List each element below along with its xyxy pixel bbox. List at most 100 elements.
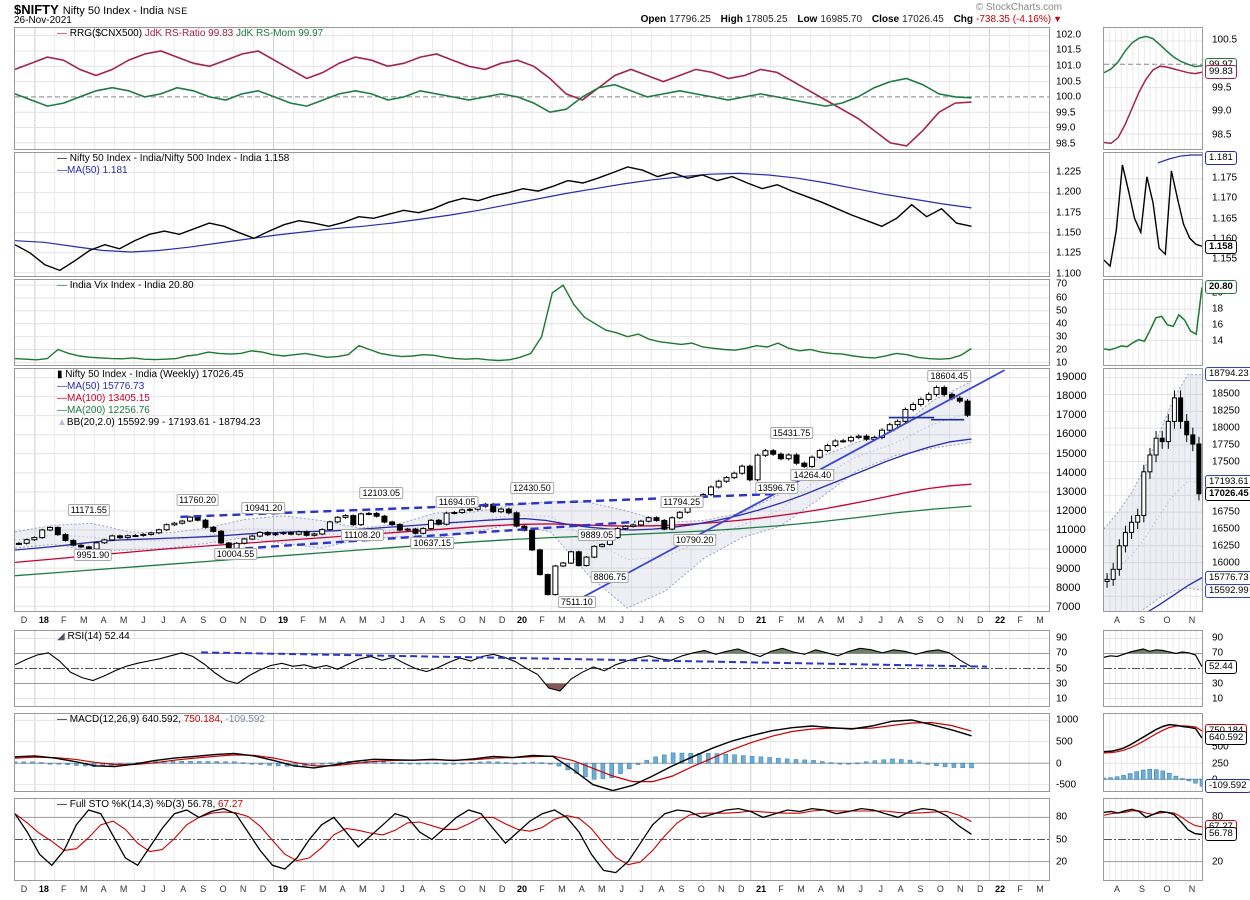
chart-header: $NIFTY Nifty 50 Index - India NSE — [14, 1, 188, 19]
x-axis-label: J — [619, 615, 624, 625]
x-axis-label: D — [737, 615, 745, 625]
panel-ratio-zoom — [1103, 152, 1203, 277]
x-axis-label: S — [917, 615, 924, 625]
axis-label: 50 — [1056, 305, 1068, 317]
open-label: Open — [640, 14, 667, 25]
axis-label: 30 — [1056, 331, 1068, 343]
axis-label: 80 — [1212, 811, 1224, 823]
x-axis-label: N — [239, 615, 247, 625]
x-axis-label: M — [797, 615, 805, 625]
panel-stochastics: — Full STO %K(14,3) %D(3) 56.78, 67.27 — [14, 798, 1050, 881]
x-axis-label: N — [478, 615, 486, 625]
x-axis-label: A — [1113, 884, 1121, 894]
legend-text: 56.78 — [187, 799, 213, 810]
legend-text: — — [57, 393, 67, 404]
x-axis-label: M — [358, 615, 367, 625]
x-axis-label: J — [161, 615, 166, 625]
axis-label: 100.5 — [1056, 76, 1082, 87]
x-axis-label: 18 — [38, 884, 49, 894]
main-zoom-plot — [1104, 369, 1202, 611]
axis-label: 20 — [1056, 344, 1068, 356]
x-axis-label: M — [597, 884, 606, 894]
axis-label: 100.5 — [1212, 34, 1238, 46]
x-axis-label: 22 — [995, 615, 1006, 625]
x-axis-label: O — [219, 615, 227, 625]
zoom-labels-rsi: 90 70 30 10 52.44 — [1205, 630, 1250, 707]
legend-text: 640.592 — [142, 714, 179, 725]
axis-label: 15000 — [1056, 447, 1087, 460]
axis-label: 100.0 — [1056, 91, 1082, 103]
legend-price: ▮ Nifty 50 Index - India (Weekly) 17026.… — [57, 369, 260, 429]
legend-text: 67.27 — [218, 799, 244, 810]
axis-label: 1.125 — [1056, 247, 1082, 259]
x-axis-label: F — [539, 615, 545, 625]
x-axis-label: F — [300, 884, 306, 894]
y-axis-vix: 70 60 50 40 30 20 10 — [1052, 278, 1100, 369]
price-annotation: 11171.55 — [67, 503, 110, 516]
axis-label: 9000 — [1056, 562, 1081, 575]
axis-label: 1.200 — [1056, 186, 1082, 198]
x-axis-label: N — [239, 884, 247, 894]
low-label: Low — [797, 14, 818, 25]
panel-vix-zoom — [1103, 279, 1203, 366]
axis-label: 17500 — [1212, 456, 1240, 467]
x-axis-label: M — [319, 884, 327, 894]
y-axis-rrg: 102.0 101.5 101.0 100.5 100.0 99.5 99.0 98.5 — [1052, 27, 1100, 150]
axis-label: 1.100 — [1056, 268, 1082, 280]
price-annotation: 10941.20 — [241, 501, 286, 514]
price-callout: -109.592 — [1205, 779, 1250, 793]
x-axis-label: D — [737, 884, 745, 894]
price-callout: 56.78 — [1205, 827, 1237, 842]
axis-label: 98.5 — [1212, 129, 1232, 141]
legend-text: MA(200) 12256.76 — [67, 405, 150, 416]
symbol-label: $NIFTY — [14, 2, 59, 17]
x-axis-label: N — [1188, 884, 1196, 894]
axis-label: 13000 — [1056, 485, 1087, 498]
x-axis-label: A — [817, 884, 824, 894]
x-axis-label: M — [79, 615, 88, 625]
close-label: Close — [871, 14, 900, 25]
panel-ratio: — Nifty 50 Index - India/Nifty 500 Index… — [14, 152, 1050, 277]
legend-text: RRG($CNX500) — [69, 28, 145, 39]
axis-label: 30 — [1056, 678, 1068, 690]
x-axis-label: J — [380, 615, 385, 625]
axis-label: 17750 — [1212, 439, 1240, 451]
close-value: 17026.45 — [902, 14, 944, 25]
x-axis-label: A — [658, 884, 665, 894]
price-annotation: 7511.10 — [557, 596, 596, 609]
axis-label: 7000 — [1056, 601, 1081, 614]
x-axis-label: F — [61, 615, 67, 625]
x-axis-label: A — [339, 615, 346, 625]
copyright-text: © StockCharts.com — [975, 2, 1062, 13]
x-axis-label: N — [478, 884, 486, 894]
legend-text: JdK RS-Ratio 99.83 — [144, 28, 236, 39]
x-axis-label: A — [339, 884, 346, 894]
axis-label: 70 — [1056, 647, 1068, 659]
vix-plot — [15, 280, 1049, 365]
low-value: 16985.70 — [820, 14, 863, 25]
price-annotation: 9951.90 — [73, 549, 113, 562]
x-axis-label: J — [878, 884, 883, 894]
rrg-zoom-plot — [1104, 28, 1202, 149]
legend-text: — — [57, 165, 67, 176]
price-annotation: 12103.05 — [359, 486, 404, 499]
price-annotation: 10637.15 — [410, 536, 454, 549]
rrg-plot — [15, 28, 1049, 149]
x-axis-label: S — [200, 884, 207, 894]
axis-label: 70 — [1056, 278, 1068, 290]
x-axis-label: 20 — [516, 884, 528, 894]
x-axis-label: F — [1017, 615, 1023, 625]
legend-text: ▲ — [57, 417, 67, 428]
legend-text: RSI(14) 52.44 — [64, 631, 130, 642]
x-axis-label: O — [458, 884, 466, 894]
axis-label: 1.175 — [1056, 207, 1082, 219]
axis-label: 102.0 — [1056, 29, 1082, 41]
x-axis-label: M — [319, 615, 327, 625]
x-axis-label: A — [180, 615, 187, 625]
axis-label: 99.0 — [1056, 122, 1076, 134]
x-axis-label: M — [79, 884, 88, 894]
y-axis-price: 19000 18000 17000 16000 15000 14000 13000 12000… — [1052, 368, 1100, 614]
panel-price: ▮ Nifty 50 Index - India (Weekly) 17026.… — [14, 368, 1050, 612]
x-axis-label: A — [817, 615, 824, 625]
x-axis-label: F — [778, 884, 784, 894]
